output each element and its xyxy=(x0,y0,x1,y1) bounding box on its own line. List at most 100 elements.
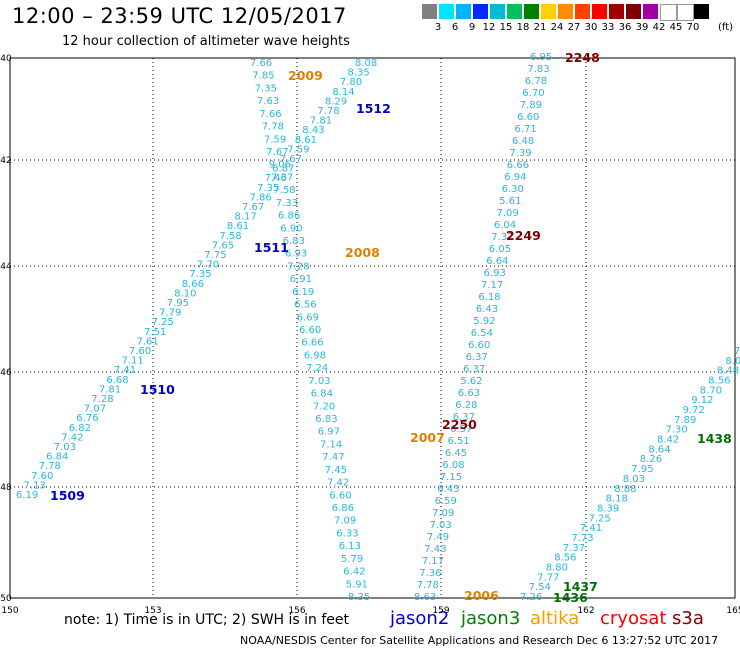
wave-height-value: 7.73 xyxy=(571,533,593,544)
scale-swatch xyxy=(422,4,437,19)
wave-height-value: 9.72 xyxy=(683,405,705,416)
scale-swatch xyxy=(643,4,658,19)
wave-height-value: 7.78 xyxy=(317,106,339,117)
wave-height-value: 8.63 xyxy=(414,592,436,603)
scale-swatch xyxy=(609,4,624,19)
wave-height-value: 6.94 xyxy=(504,172,526,183)
wave-height-value: 6.95 xyxy=(530,52,552,63)
scale-label: 45 xyxy=(669,22,683,33)
wave-height-value: 8.56 xyxy=(554,553,576,564)
track-label: 2008 xyxy=(345,245,380,260)
wave-height-value: 7.60 xyxy=(31,471,53,482)
scale-label: 33 xyxy=(601,22,615,33)
wave-height-value: 7.36 xyxy=(419,568,441,579)
wave-height-value: 6.54 xyxy=(471,328,493,339)
scale-swatch xyxy=(592,4,607,19)
wave-height-value: 8.10 xyxy=(174,288,196,299)
wave-height-value: 6.82 xyxy=(69,423,91,434)
y-tick-label: -44 xyxy=(0,262,12,272)
map-frame xyxy=(9,57,736,599)
scale-label: 27 xyxy=(567,22,581,33)
wave-height-value: 7.78 xyxy=(417,580,439,591)
wave-height-value: 7.67 xyxy=(266,147,288,158)
y-tick-label: -46 xyxy=(0,368,12,378)
wave-height-value: 8.70 xyxy=(700,385,722,396)
wave-height-value: 6.37 xyxy=(453,412,475,423)
map-title: 12:00 – 23:59 UTC 12/05/2017 xyxy=(12,4,347,28)
x-tick-label: 150 xyxy=(1,606,18,616)
wave-height-value: 6.70 xyxy=(522,88,544,99)
wave-height-value: 7.75 xyxy=(204,250,226,261)
wave-height-value: 6.57 xyxy=(450,424,472,435)
wave-height-value: 6.76 xyxy=(76,413,98,424)
wave-height-value: 7.26 xyxy=(520,592,542,603)
wave-height-value: 7.25 xyxy=(152,317,174,328)
x-tick-label: 156 xyxy=(288,606,305,616)
wave-height-value: 8.56 xyxy=(708,376,730,387)
scale-swatch xyxy=(524,4,539,19)
y-tick-label: -48 xyxy=(0,483,12,493)
wave-height-value: 5.61 xyxy=(499,196,521,207)
wave-height-value: 6.90 xyxy=(280,223,302,234)
y-tick-label: -50 xyxy=(0,594,12,604)
wave-height-value: 6.37 xyxy=(466,352,488,363)
wave-height-value: 7.81 xyxy=(310,116,332,127)
wave-height-value: 7.54 xyxy=(529,582,551,593)
track-label: 1436 xyxy=(553,590,588,605)
wave-height-value: 6.28 xyxy=(455,400,477,411)
wave-height-value: 7.66 xyxy=(259,109,281,120)
wave-height-value: 7.66 xyxy=(250,58,272,69)
wave-height-value: 6.13 xyxy=(339,541,361,552)
wave-height-value: 8.39 xyxy=(597,503,619,514)
wave-height-value: 6.43 xyxy=(437,484,459,495)
wave-height-value: 8.61 xyxy=(295,135,317,146)
footer-credit: NOAA/NESDIS Center for Satellite Applica… xyxy=(240,634,719,647)
wave-height-value: 7.28 xyxy=(91,394,113,405)
track-label: 1512 xyxy=(356,101,391,116)
legend-altika: altika xyxy=(530,608,580,629)
scale-swatch xyxy=(694,4,709,19)
wave-height-value: 7.86 xyxy=(250,192,272,203)
scale-label: 30 xyxy=(584,22,598,33)
scale-swatch xyxy=(456,4,471,19)
wave-height-value: 7.03 xyxy=(54,442,76,453)
wave-height-value: 6.51 xyxy=(448,436,470,447)
track-label: 1509 xyxy=(50,488,85,503)
scale-swatch xyxy=(626,4,641,19)
wave-height-value: 9.12 xyxy=(691,395,713,406)
wave-height-value: 6.66 xyxy=(301,338,323,349)
wave-height-value: 8.35 xyxy=(348,592,370,603)
scale-label: 12 xyxy=(482,22,496,33)
x-tick-label: 165 xyxy=(726,606,740,616)
wave-height-value: 7.49 xyxy=(427,532,449,543)
wave-height-value: 7.83 xyxy=(527,64,549,75)
track-label: 1510 xyxy=(140,382,175,397)
wave-height-value: 7.42 xyxy=(327,478,349,489)
wave-height-value: 8.42 xyxy=(657,435,679,446)
wave-height-value: 8.03 xyxy=(623,474,645,485)
wave-height-value: 8.29 xyxy=(325,96,347,107)
wave-height-value: 7.09 xyxy=(432,508,454,519)
wave-height-value: 8.43 xyxy=(302,125,324,136)
wave-height-value: 7.59 xyxy=(264,134,286,145)
wave-height-value: 7.37 xyxy=(563,543,585,554)
wave-height-value: 6.91 xyxy=(290,274,312,285)
wave-height-value: 8.48 xyxy=(717,366,739,377)
wave-height-value: 7.24 xyxy=(306,363,328,374)
wave-height-value: 7.41 xyxy=(114,365,136,376)
wave-height-value: 7.37 xyxy=(271,172,293,183)
x-tick-label: 153 xyxy=(144,606,161,616)
wave-height-value: 6.64 xyxy=(486,256,508,267)
wave-height-value: 6.33 xyxy=(336,528,358,539)
wave-height-value: 6.93 xyxy=(484,268,506,279)
wave-height-value: 8.26 xyxy=(640,454,662,465)
scale-swatch xyxy=(558,4,573,19)
track-label: 2007 xyxy=(410,430,445,445)
wave-height-value: 5.62 xyxy=(460,376,482,387)
scale-label: 18 xyxy=(516,22,530,33)
wave-height-value: 7.20 xyxy=(313,401,335,412)
scale-swatch xyxy=(439,4,454,19)
wave-height-value: 7.46 xyxy=(265,173,287,184)
track-label: 2006 xyxy=(464,588,499,603)
